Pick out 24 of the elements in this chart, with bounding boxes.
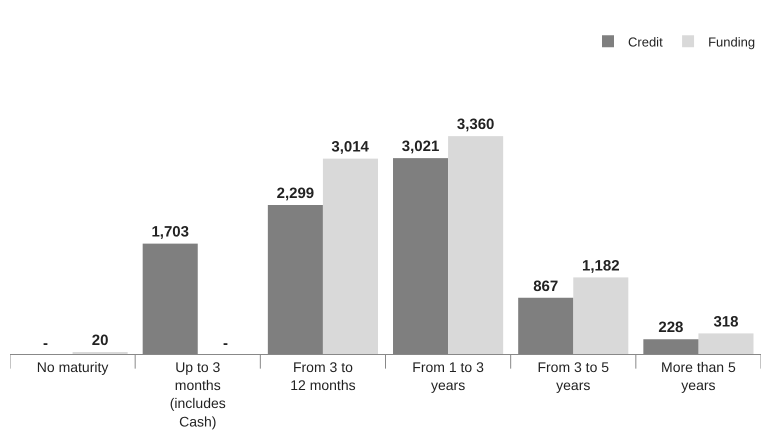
data-label: 318 [713, 313, 738, 330]
data-label: 228 [658, 319, 684, 336]
x-tick-label: From 3 to 5 years [537, 358, 610, 393]
data-label: 867 [533, 278, 558, 295]
text: - [43, 335, 48, 352]
data-label: 3,014 [331, 138, 370, 156]
data-label: 1,703 [151, 224, 189, 241]
data-label: 2,299 [276, 184, 314, 202]
data-label: 1,182 [582, 257, 620, 274]
x-tick-label: From 3 to 12 months [290, 358, 356, 393]
x-tick-label: Up to 3 months (includes Cash) [170, 358, 226, 430]
data-label: 20 [92, 332, 108, 349]
data-label: 3,360 [456, 116, 494, 134]
x-tick-label: More than 5 years [661, 358, 736, 393]
bar [698, 333, 754, 354]
bar [573, 277, 628, 354]
x-tick-label: No maturity [36, 358, 108, 375]
data-label: 3,021 [402, 138, 440, 156]
legend-label: Credit [628, 34, 664, 50]
x-tick-label: From 1 to 3 years [412, 358, 484, 393]
text: - [223, 335, 228, 352]
legend-label: Funding [708, 34, 756, 50]
bar [448, 136, 504, 354]
bar [322, 158, 378, 354]
